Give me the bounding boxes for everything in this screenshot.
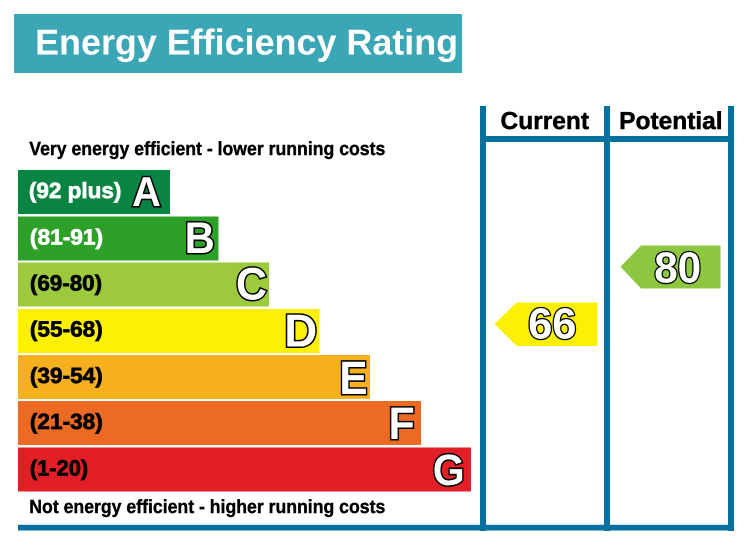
svg-text:(81-91): (81-91) (30, 224, 103, 249)
svg-text:(1-20): (1-20) (30, 455, 88, 480)
svg-text:Energy Efficiency Rating: Energy Efficiency Rating (35, 21, 458, 62)
svg-text:Potential: Potential (619, 108, 722, 135)
svg-text:(21-38): (21-38) (30, 409, 103, 434)
svg-text:E: E (339, 352, 367, 404)
svg-text:(39-54): (39-54) (30, 363, 103, 388)
svg-text:(55-68): (55-68) (30, 317, 103, 342)
svg-text:Not energy efficient - higher: Not energy efficient - higher running co… (29, 497, 385, 518)
svg-text:Very energy efficient - lower: Very energy efficient - lower running co… (29, 139, 385, 160)
svg-text:A: A (132, 168, 161, 215)
svg-text:Current: Current (501, 108, 589, 135)
svg-text:B: B (185, 214, 215, 263)
svg-text:D: D (284, 304, 317, 356)
svg-text:80: 80 (654, 244, 701, 292)
svg-text:F: F (388, 398, 414, 449)
svg-text:(69-80): (69-80) (30, 271, 102, 296)
svg-text:66: 66 (528, 301, 576, 349)
svg-text:G: G (433, 446, 465, 495)
svg-text:C: C (236, 258, 267, 309)
svg-text:(92 plus): (92 plus) (29, 178, 122, 203)
